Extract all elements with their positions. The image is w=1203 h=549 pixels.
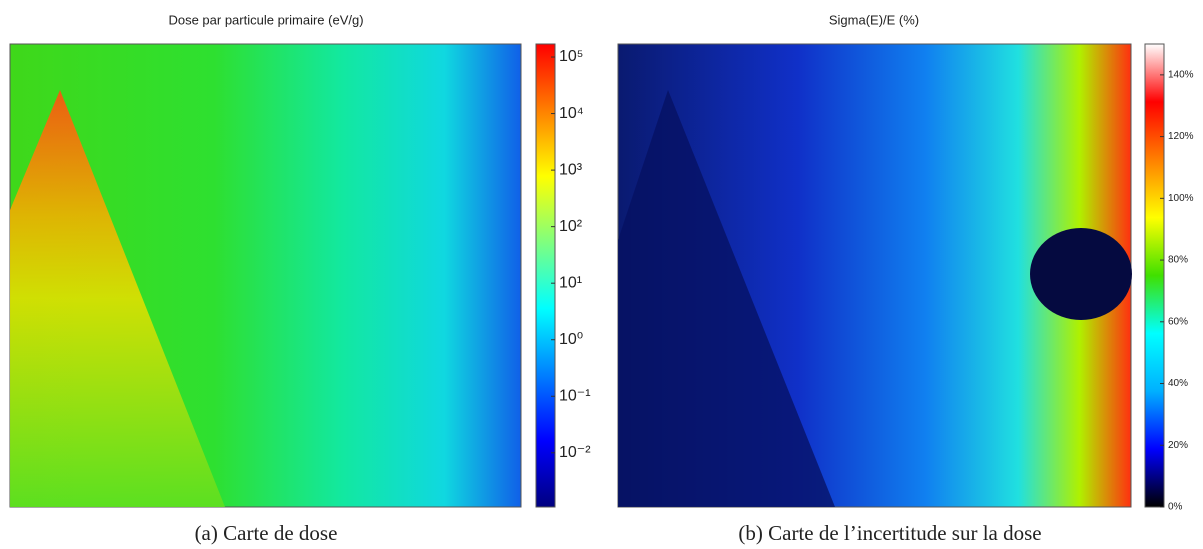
colorbar-tick-label: 100% bbox=[1168, 193, 1194, 204]
colorbar-tick-label: 140% bbox=[1168, 70, 1194, 81]
colorbar-tick-label: 10⁻¹ bbox=[559, 387, 591, 404]
colorbar-tick-label: 10⁻² bbox=[559, 444, 591, 461]
colorbar-tick-label: 120% bbox=[1168, 131, 1194, 142]
chart-title: Sigma(E)/E (%) bbox=[829, 12, 919, 27]
heatmap-a bbox=[9, 43, 522, 508]
chart-title: Dose par particule primaire (eV/g) bbox=[168, 12, 363, 27]
colorbar-tick-label: 10⁰ bbox=[559, 331, 583, 348]
colorbar bbox=[1144, 43, 1165, 508]
colorbar-tick-label: 10² bbox=[559, 218, 583, 235]
colorbar bbox=[535, 43, 556, 508]
colorbar-tick-label: 40% bbox=[1168, 378, 1188, 389]
caption: (a) Carte de dose bbox=[195, 521, 338, 545]
colorbar-tick-label: 80% bbox=[1168, 255, 1188, 266]
colorbar-tick-label: 60% bbox=[1168, 316, 1188, 327]
colorbar-tick-label: 10¹ bbox=[559, 274, 582, 291]
colorbar-tick-label: 10⁴ bbox=[559, 105, 584, 122]
colorbar-tick-label: 0% bbox=[1168, 502, 1183, 513]
heatmap-b bbox=[617, 43, 1132, 508]
colorbar-tick-label: 10⁵ bbox=[559, 48, 583, 65]
colorbar-tick-label: 10³ bbox=[559, 161, 583, 178]
caption: (b) Carte de l’incertitude sur la dose bbox=[738, 521, 1041, 545]
colorbar-tick-label: 20% bbox=[1168, 440, 1188, 451]
